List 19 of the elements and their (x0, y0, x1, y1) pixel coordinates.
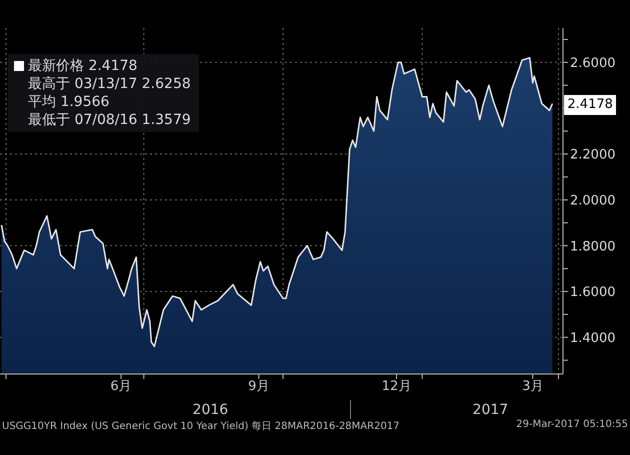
y-tick-label: 1.8000 (570, 239, 616, 254)
annotation: 最低于 07/08/16 1.3579 (28, 111, 191, 129)
y-tick-label: 1.4000 (570, 330, 616, 346)
x2-tick-label: 2017 (472, 402, 508, 418)
y-tick-label: 2.2000 (570, 148, 616, 163)
x-tick-label: 6月 (110, 379, 132, 394)
y-tick-label: 1.6000 (570, 285, 616, 300)
x-tick-label: 3月 (522, 379, 544, 394)
annotation: 最高于 03/13/17 2.6258 (28, 75, 191, 93)
annotation: 最新价格 2.4178 (28, 57, 138, 75)
y-tick-label: 2.6000 (570, 56, 616, 71)
annotation: 2.4178 (564, 95, 616, 115)
x-tick-label: 9月 (248, 379, 270, 394)
x2-tick-label: 2016 (192, 402, 228, 418)
y-tick-label: 2.0000 (570, 193, 616, 208)
x-tick-label: 12月 (382, 379, 412, 394)
text: 29-Mar-2017 05:10:55 (516, 419, 628, 432)
text: USGG10YR Index (US Generic Govt 10 Year Yield) 每日 28MAR2016-28MAR2017 (2, 420, 400, 433)
annotation: 平均 1.9566 (28, 93, 110, 111)
